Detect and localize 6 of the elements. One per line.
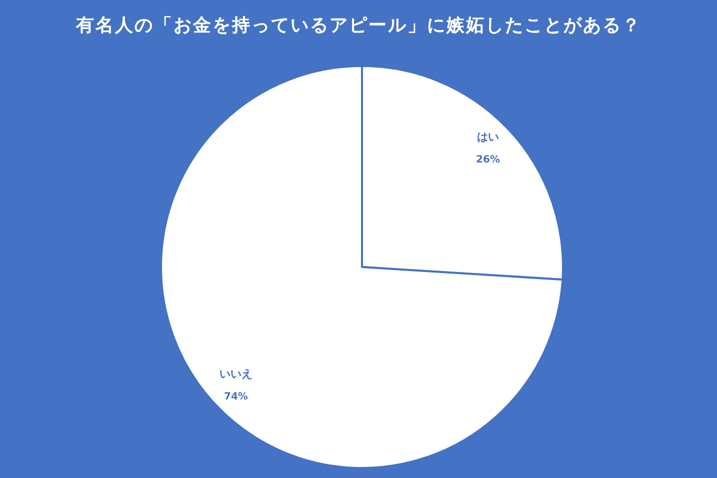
data-label: 26% [476,154,500,166]
slice-label: はい [477,130,500,144]
slice-label: いいえ [219,367,252,380]
pie-slice [160,65,564,469]
data-label: 74% [224,391,248,402]
chart-title: 有名人の「お金を持っているアピール」に嫉妬したことがある？ [74,14,642,38]
